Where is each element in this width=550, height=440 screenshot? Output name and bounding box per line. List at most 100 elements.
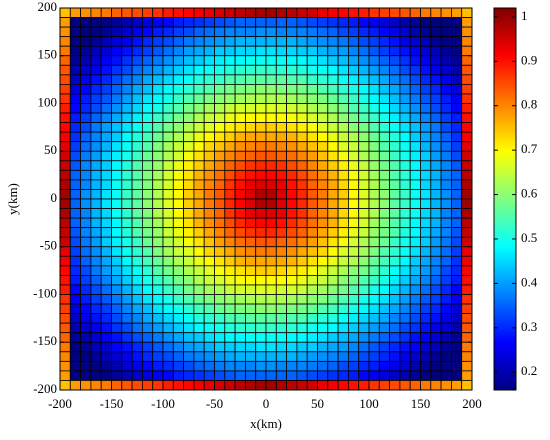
heatmap-cell — [80, 189, 92, 200]
heatmap-cell — [317, 198, 329, 209]
heatmap-cell — [440, 150, 452, 162]
heatmap-cell — [389, 17, 401, 28]
heatmap-cell — [368, 103, 380, 114]
colorbar-tick-label: 1 — [521, 8, 528, 23]
heatmap-cell — [172, 274, 185, 286]
heatmap-cell — [450, 294, 463, 305]
heatmap-cell — [152, 255, 164, 267]
heatmap-cell — [461, 370, 473, 381]
heatmap-cell — [121, 84, 133, 95]
heatmap-cell — [141, 380, 154, 391]
heatmap-cell — [111, 160, 123, 171]
heatmap-cell — [80, 160, 92, 171]
heatmap-cell — [80, 370, 92, 381]
heatmap-cell — [296, 74, 308, 85]
heatmap-cell — [399, 360, 411, 372]
heatmap-cell — [317, 17, 329, 28]
heatmap-cell — [162, 217, 174, 229]
heatmap-cell — [337, 7, 349, 18]
heatmap-cell — [203, 351, 215, 362]
heatmap-cell — [389, 189, 401, 200]
heatmap-cell — [265, 236, 277, 248]
heatmap-cell — [317, 169, 329, 181]
heatmap-cell — [183, 45, 195, 57]
colorbar-tick-label: 0.5 — [521, 230, 537, 245]
heatmap-cell — [69, 265, 82, 276]
heatmap-cell — [234, 322, 246, 334]
heatmap-cell — [286, 150, 298, 162]
heatmap-cell — [430, 351, 442, 362]
heatmap-cell — [121, 303, 133, 314]
heatmap-cell — [296, 294, 308, 305]
heatmap-cell — [337, 112, 349, 124]
heatmap-cell — [275, 141, 287, 152]
heatmap-cell — [317, 7, 329, 18]
heatmap-cell — [121, 198, 133, 209]
x-tick-label: -100 — [151, 396, 175, 411]
heatmap-cell — [296, 322, 308, 334]
heatmap-cell — [337, 303, 349, 314]
heatmap-cell — [368, 150, 380, 162]
heatmap-cell — [409, 303, 421, 314]
heatmap-cell — [100, 217, 112, 229]
heatmap-cell — [317, 370, 329, 381]
heatmap-cell — [162, 55, 174, 66]
heatmap-cell — [183, 236, 195, 248]
heatmap-cell — [450, 332, 463, 343]
heatmap-cell — [286, 141, 298, 152]
heatmap-cell — [255, 255, 267, 267]
heatmap-cell — [265, 64, 277, 76]
heatmap-cell — [255, 236, 267, 248]
heatmap-cell — [378, 265, 390, 276]
heatmap-cell — [378, 131, 390, 143]
heatmap-cell — [450, 103, 463, 114]
heatmap-cell — [368, 274, 380, 286]
heatmap-cell — [69, 294, 82, 305]
heatmap-cell — [420, 36, 432, 47]
heatmap-cell — [450, 284, 463, 295]
heatmap-cell — [306, 313, 318, 324]
heatmap-cell — [90, 45, 102, 57]
heatmap-cell — [224, 360, 236, 372]
heatmap-cell — [80, 112, 92, 124]
heatmap-cell — [214, 370, 226, 381]
heatmap-cell — [337, 84, 349, 95]
heatmap-cell — [265, 227, 277, 238]
heatmap-cell — [59, 26, 71, 38]
heatmap-cell — [327, 313, 339, 324]
heatmap-cell — [224, 246, 236, 257]
heatmap-cell — [337, 380, 349, 391]
heatmap-cell — [430, 17, 442, 28]
heatmap-cell — [347, 351, 360, 362]
heatmap-cell — [100, 265, 112, 276]
heatmap-cell — [121, 160, 133, 171]
heatmap-cell — [450, 150, 463, 162]
heatmap-cell — [203, 93, 215, 104]
heatmap-cell — [224, 332, 236, 343]
heatmap-cell — [327, 45, 339, 57]
heatmap-cell — [327, 198, 339, 209]
heatmap-cell — [121, 313, 133, 324]
heatmap-cell — [420, 103, 432, 114]
heatmap-cell — [59, 160, 71, 171]
heatmap-cell — [450, 198, 463, 209]
heatmap-cell — [59, 322, 71, 334]
heatmap-cell — [317, 255, 329, 267]
heatmap-cell — [234, 150, 246, 162]
heatmap-cell — [275, 93, 287, 104]
heatmap-cell — [450, 179, 463, 190]
heatmap-cell — [327, 26, 339, 38]
heatmap-cell — [430, 84, 442, 95]
heatmap-cell — [317, 303, 329, 314]
heatmap-cell — [131, 26, 143, 38]
heatmap-cell — [420, 274, 432, 286]
heatmap-cell — [111, 265, 123, 276]
heatmap-cell — [430, 380, 442, 391]
heatmap-cell — [152, 227, 164, 238]
x-axis-label: x(km) — [250, 416, 282, 431]
heatmap-cell — [347, 103, 360, 114]
heatmap-cell — [440, 189, 452, 200]
heatmap-cell — [317, 179, 329, 190]
heatmap-cell — [121, 36, 133, 47]
heatmap-cell — [131, 17, 143, 28]
